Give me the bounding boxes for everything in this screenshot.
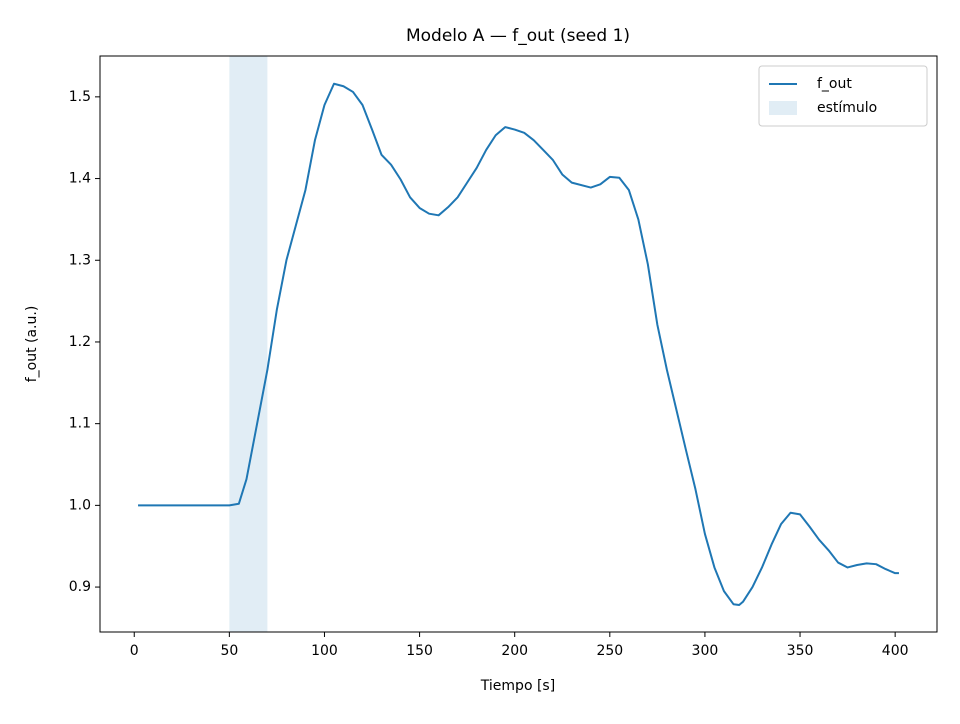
y-tick-label: 1.5 bbox=[69, 89, 91, 105]
x-tick-label: 100 bbox=[311, 643, 338, 659]
legend-patch bbox=[769, 101, 797, 115]
chart-title: Modelo A — f_out (seed 1) bbox=[406, 26, 630, 46]
legend-label: f_out bbox=[817, 76, 852, 92]
x-tick-label: 200 bbox=[501, 643, 528, 659]
y-tick-label: 1.4 bbox=[69, 171, 91, 187]
x-tick-label: 150 bbox=[406, 643, 433, 659]
x-axis-label: Tiempo [s] bbox=[480, 678, 555, 694]
stimulus-span bbox=[229, 56, 268, 632]
x-tick-label: 300 bbox=[692, 643, 719, 659]
y-tick-label: 1.1 bbox=[69, 416, 91, 432]
x-tick-label: 50 bbox=[220, 643, 238, 659]
legend-box bbox=[758, 65, 928, 127]
plot-frame bbox=[99, 55, 938, 633]
x-tick-label: 350 bbox=[787, 643, 814, 659]
data-line bbox=[138, 82, 899, 607]
x-tick-label: 400 bbox=[882, 643, 909, 659]
y-tick-label: 1.0 bbox=[69, 497, 91, 513]
y-tick-label: 0.9 bbox=[69, 579, 91, 595]
y-axis-label: f_out (a.u.) bbox=[24, 306, 40, 383]
x-tick-label: 250 bbox=[596, 643, 623, 659]
legend-label: estímulo bbox=[817, 100, 877, 116]
x-tick-label: 0 bbox=[130, 643, 139, 659]
y-tick-label: 1.2 bbox=[69, 334, 91, 350]
y-tick-label: 1.3 bbox=[69, 252, 91, 268]
